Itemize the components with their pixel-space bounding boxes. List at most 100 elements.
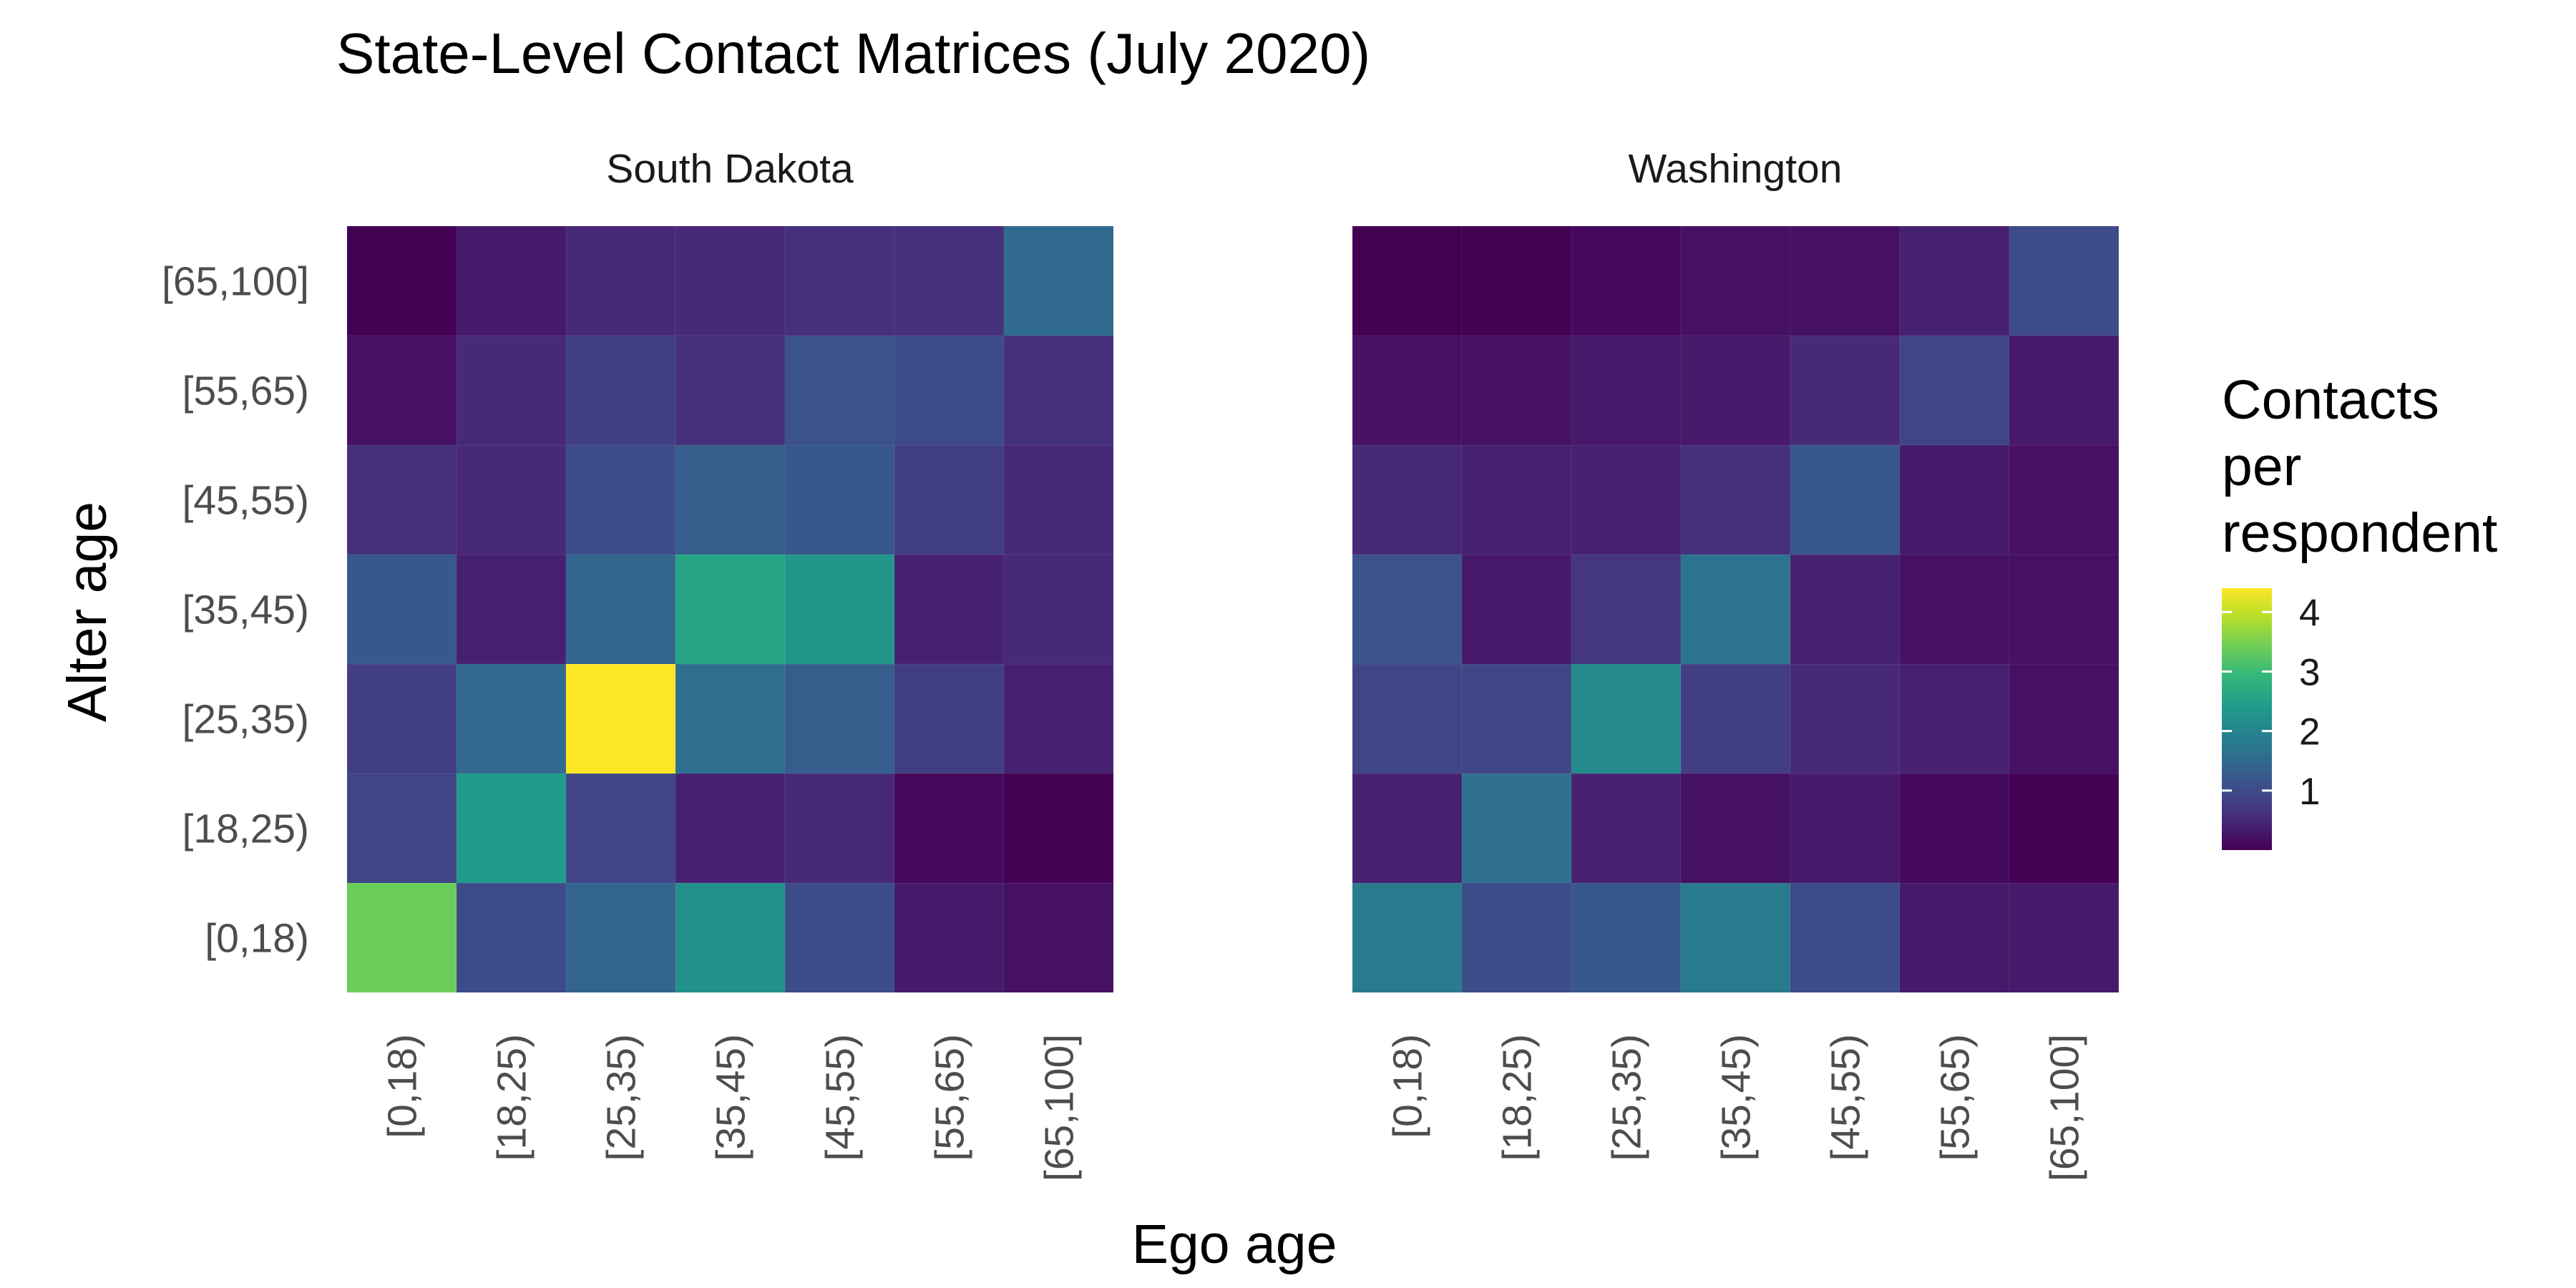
y-tick-label-3: [35,45): [182, 587, 309, 633]
cell-south-dakota-2-0: [565, 882, 676, 993]
cell-washington-3-0: [1680, 882, 1791, 993]
x-tick-label-south-dakota-6: [65,100]: [1037, 1034, 1083, 1181]
cell-washington-2-2: [1571, 663, 1682, 774]
cell-washington-3-1: [1680, 773, 1791, 884]
cell-south-dakota-6-6: [1003, 225, 1114, 336]
cell-south-dakota-6-3: [1003, 554, 1114, 665]
cell-washington-4-1: [1790, 773, 1901, 884]
cell-south-dakota-2-4: [565, 444, 676, 555]
y-axis-title: Alter age: [57, 502, 118, 722]
cell-washington-2-5: [1571, 335, 1682, 446]
cell-washington-4-0: [1790, 882, 1901, 993]
cell-south-dakota-3-1: [675, 773, 786, 884]
legend-tick-label-1: 2: [2299, 711, 2320, 753]
y-tick-label-4: [45,55): [182, 478, 309, 524]
cell-south-dakota-0-0: [346, 882, 457, 993]
legend-title-line-1: Contacts: [2222, 369, 2439, 431]
heatmap-cells-south-dakota: [346, 225, 1114, 993]
legend-tick-label-0: 1: [2299, 771, 2320, 813]
cell-south-dakota-5-4: [894, 444, 1005, 555]
cell-south-dakota-5-3: [894, 554, 1005, 665]
cell-south-dakota-4-0: [784, 882, 895, 993]
x-tick-label-south-dakota-5: [55,65): [927, 1034, 973, 1161]
cell-south-dakota-2-6: [565, 225, 676, 336]
cell-south-dakota-2-3: [565, 554, 676, 665]
legend-title-line-3: respondent: [2222, 502, 2497, 564]
cell-washington-2-4: [1571, 444, 1682, 555]
x-axis-title: Ego age: [1132, 1214, 1337, 1275]
cell-south-dakota-1-5: [456, 335, 567, 446]
cell-washington-6-0: [2009, 882, 2119, 993]
cell-washington-5-5: [1899, 335, 2010, 446]
cell-south-dakota-0-3: [346, 554, 457, 665]
cell-washington-6-6: [2009, 225, 2119, 336]
cell-washington-3-2: [1680, 663, 1791, 774]
cell-washington-0-1: [1352, 773, 1463, 884]
cell-washington-3-4: [1680, 444, 1791, 555]
x-tick-label-south-dakota-3: [35,45): [708, 1034, 754, 1161]
cell-south-dakota-6-1: [1003, 773, 1114, 884]
cell-washington-1-4: [1461, 444, 1572, 555]
legend-tick-label-2: 3: [2299, 651, 2320, 693]
cell-washington-0-6: [1352, 225, 1463, 336]
x-tick-label-washington-6: [65,100]: [2042, 1034, 2088, 1181]
cell-washington-4-5: [1790, 335, 1901, 446]
cell-south-dakota-2-2: [565, 663, 676, 774]
cell-washington-0-2: [1352, 663, 1463, 774]
y-tick-label-6: [65,100]: [162, 259, 309, 305]
cell-washington-4-3: [1790, 554, 1901, 665]
cell-south-dakota-0-5: [346, 335, 457, 446]
cell-washington-6-3: [2009, 554, 2119, 665]
cell-south-dakota-3-3: [675, 554, 786, 665]
y-ticks: [0,18) [18,25) [25,35) [35,45) [45,55) [55,65…: [162, 259, 309, 962]
cell-south-dakota-1-3: [456, 554, 567, 665]
cell-washington-2-6: [1571, 225, 1682, 336]
cell-south-dakota-1-0: [456, 882, 567, 993]
cell-south-dakota-1-4: [456, 444, 567, 555]
cell-washington-1-5: [1461, 335, 1572, 446]
x-tick-label-south-dakota-4: [45,55): [818, 1034, 864, 1161]
legend-title-line-2: per: [2222, 436, 2301, 497]
panel-title-washington: Washington: [1629, 146, 1843, 192]
x-tick-label-washington-2: [25,35): [1604, 1034, 1650, 1161]
cell-south-dakota-6-0: [1003, 882, 1114, 993]
cell-washington-4-2: [1790, 663, 1901, 774]
cell-south-dakota-3-6: [675, 225, 786, 336]
cell-washington-1-1: [1461, 773, 1572, 884]
cell-south-dakota-1-2: [456, 663, 567, 774]
cell-south-dakota-5-1: [894, 773, 1005, 884]
x-ticks-washington: [0,18) [18,25) [25,35) [35,45) [45,55) [55,65…: [1385, 1034, 2088, 1181]
cell-washington-3-5: [1680, 335, 1791, 446]
cell-washington-0-3: [1352, 554, 1463, 665]
cell-south-dakota-4-1: [784, 773, 895, 884]
x-tick-label-south-dakota-2: [25,35): [599, 1034, 645, 1161]
x-tick-label-south-dakota-0: [0,18): [380, 1034, 426, 1138]
cell-south-dakota-3-4: [675, 444, 786, 555]
cell-south-dakota-1-6: [456, 225, 567, 336]
cell-washington-5-2: [1899, 663, 2010, 774]
cell-south-dakota-4-5: [784, 335, 895, 446]
cell-south-dakota-0-4: [346, 444, 457, 555]
cell-south-dakota-2-5: [565, 335, 676, 446]
cell-washington-1-0: [1461, 882, 1572, 993]
cell-washington-1-3: [1461, 554, 1572, 665]
cell-south-dakota-6-4: [1003, 444, 1114, 555]
legend-ticks: 1 2 3 4: [2222, 592, 2320, 813]
x-tick-label-washington-4: [45,55): [1823, 1034, 1869, 1161]
cell-south-dakota-4-4: [784, 444, 895, 555]
x-tick-label-washington-1: [18,25): [1495, 1034, 1541, 1161]
cell-south-dakota-0-1: [346, 773, 457, 884]
cell-south-dakota-0-6: [346, 225, 457, 336]
cell-south-dakota-1-1: [456, 773, 567, 884]
cell-washington-6-2: [2009, 663, 2119, 774]
panel-title-south-dakota: South Dakota: [606, 146, 854, 192]
cell-washington-0-5: [1352, 335, 1463, 446]
cell-south-dakota-4-6: [784, 225, 895, 336]
cell-washington-5-3: [1899, 554, 2010, 665]
x-tick-label-washington-3: [35,45): [1714, 1034, 1760, 1161]
chart-title: State-Level Contact Matrices (July 2020): [336, 21, 1370, 85]
cell-south-dakota-5-5: [894, 335, 1005, 446]
cell-south-dakota-6-5: [1003, 335, 1114, 446]
cell-washington-0-4: [1352, 444, 1463, 555]
